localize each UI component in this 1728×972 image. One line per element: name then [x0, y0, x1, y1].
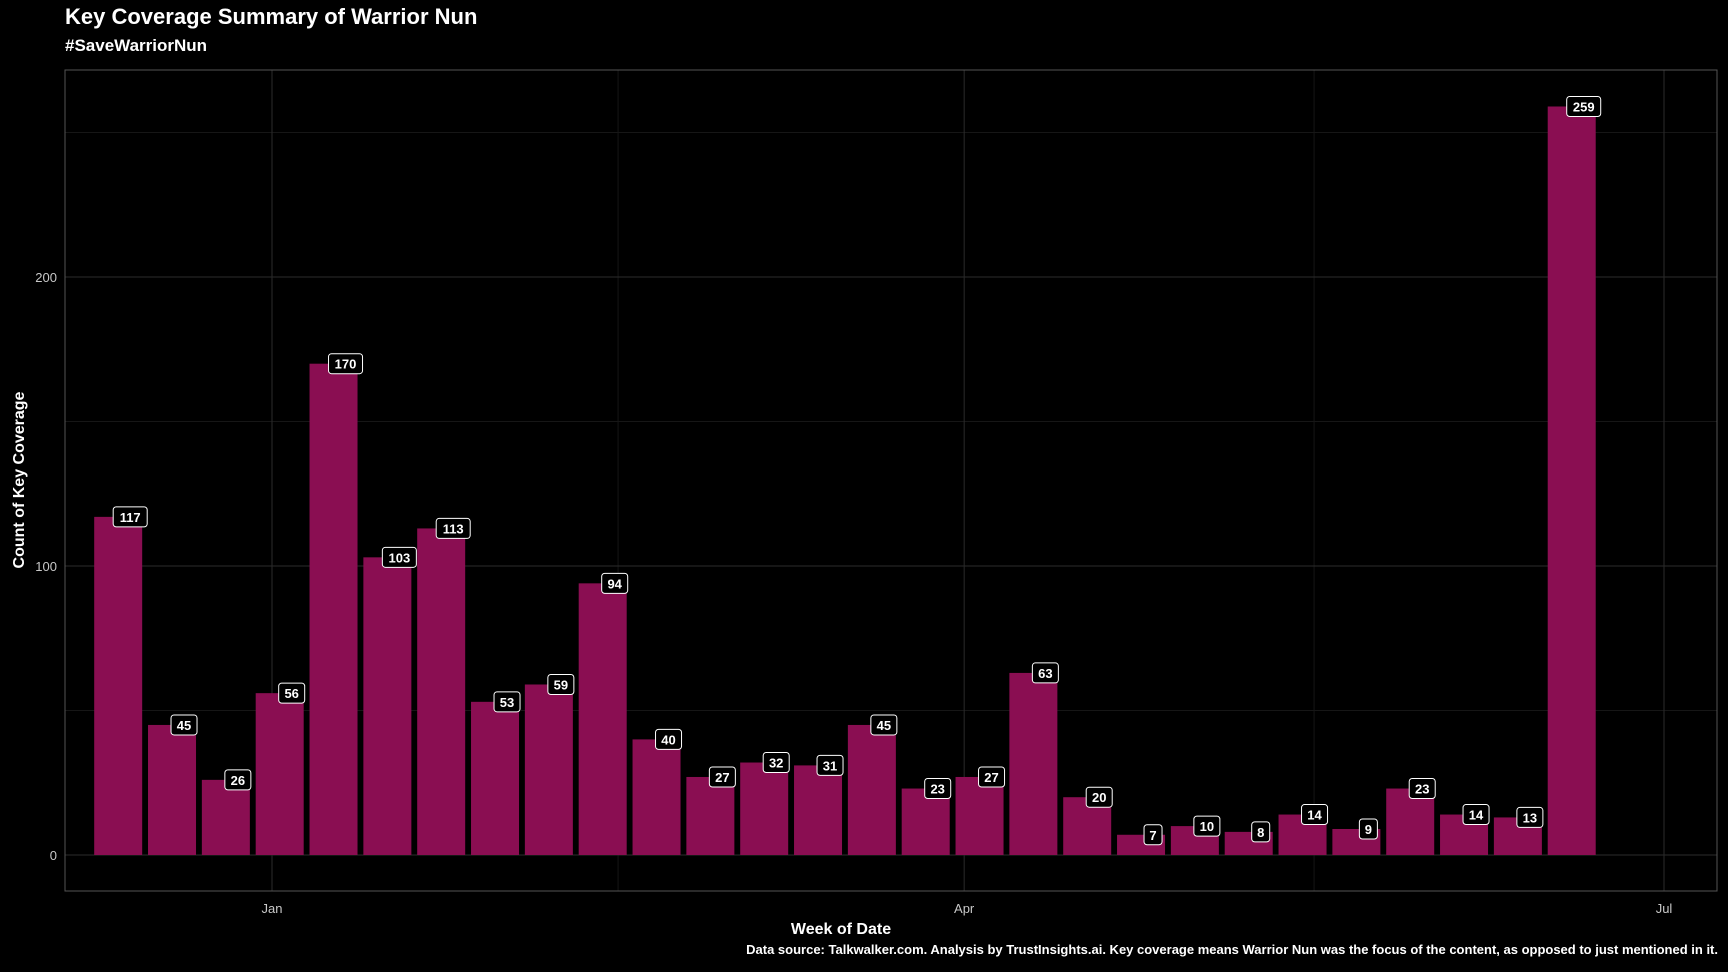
bar: [309, 363, 358, 855]
bar: [955, 776, 1004, 855]
data-label-box: [1251, 821, 1271, 843]
data-label: 8: [1257, 825, 1264, 840]
plot-border: [64, 69, 1718, 892]
data-label: 59: [554, 677, 568, 692]
bar: [417, 528, 466, 855]
data-label: 63: [1038, 666, 1052, 681]
data-label-box: [1301, 804, 1329, 826]
data-label: 53: [500, 695, 514, 710]
chart-subtitle: #SaveWarriorNun: [65, 36, 208, 55]
data-label-box: [1408, 778, 1436, 800]
data-label-box: [493, 691, 521, 713]
data-label-box: [170, 714, 198, 736]
bar: [524, 684, 573, 855]
data-label-box: [1193, 815, 1221, 837]
data-label: 40: [661, 732, 675, 747]
data-label: 56: [284, 686, 298, 701]
data-label: 14: [1469, 808, 1484, 823]
data-label: 7: [1149, 828, 1156, 843]
data-label: 14: [1307, 808, 1322, 823]
data-label-box: [870, 714, 898, 736]
data-label-box: [547, 673, 575, 695]
data-label: 94: [607, 576, 622, 591]
data-label-box: [924, 778, 952, 800]
data-label-box: [224, 769, 252, 791]
data-label-box: [381, 546, 417, 568]
data-label: 113: [443, 521, 464, 536]
data-label: 31: [823, 758, 837, 773]
bar: [794, 765, 843, 855]
data-label: 103: [389, 550, 411, 565]
bar: [1386, 788, 1435, 855]
data-label: 259: [1573, 99, 1595, 114]
y-tick-label: 100: [35, 559, 57, 574]
bar: [847, 724, 896, 855]
data-label: 32: [769, 756, 783, 771]
data-label-box: [978, 766, 1006, 788]
data-label: 26: [231, 773, 245, 788]
data-label-box: [1358, 818, 1378, 840]
data-label-box: [655, 728, 683, 750]
data-label-box: [435, 517, 471, 539]
data-label: 23: [930, 782, 944, 797]
y-tick-label: 0: [50, 848, 57, 863]
data-label-box: [762, 752, 790, 774]
bar: [148, 724, 197, 855]
bar: [201, 779, 250, 855]
data-label: 20: [1092, 790, 1106, 805]
data-label: 27: [984, 770, 998, 785]
data-label: 170: [335, 357, 357, 372]
data-label-box: [601, 572, 629, 594]
data-label-box: [1085, 786, 1113, 808]
x-tick-label: Jan: [262, 901, 283, 916]
data-label: 27: [715, 770, 729, 785]
data-label-box: [1031, 662, 1059, 684]
bar: [578, 583, 627, 855]
data-label: 23: [1415, 782, 1429, 797]
chart-title: Key Coverage Summary of Warrior Nun: [65, 4, 478, 29]
data-label: 10: [1200, 819, 1214, 834]
data-label-box: [1143, 824, 1163, 846]
x-axis-title: Week of Date: [791, 921, 891, 938]
data-label-box: [816, 754, 844, 776]
data-label-box: [278, 682, 306, 704]
data-label-box: [112, 506, 148, 528]
data-label-box: [1516, 806, 1544, 828]
x-tick-label: Apr: [954, 901, 975, 916]
y-tick-label: 200: [35, 270, 57, 285]
bar: [471, 701, 520, 855]
data-label: 9: [1365, 822, 1372, 837]
data-label-box: [708, 766, 736, 788]
x-tick-label: Jul: [1656, 901, 1673, 916]
data-label: 13: [1523, 810, 1537, 825]
bar: [686, 776, 735, 855]
bar: [1009, 672, 1058, 855]
data-label-box: [328, 353, 364, 375]
bar: [740, 762, 789, 855]
data-label: 45: [177, 718, 191, 733]
data-label: 117: [120, 510, 141, 525]
bar: [94, 516, 143, 855]
y-axis-title: Count of Key Coverage: [11, 391, 28, 568]
data-label-box: [1462, 804, 1490, 826]
bar: [901, 788, 950, 855]
bar: [255, 693, 304, 855]
bar: [632, 739, 681, 855]
bar: [1547, 106, 1596, 856]
data-label-box: [1566, 95, 1602, 117]
data-label: 45: [877, 718, 891, 733]
chart-caption: Data source: Talkwalker.com. Analysis by…: [746, 942, 1718, 957]
bar: [363, 557, 412, 855]
